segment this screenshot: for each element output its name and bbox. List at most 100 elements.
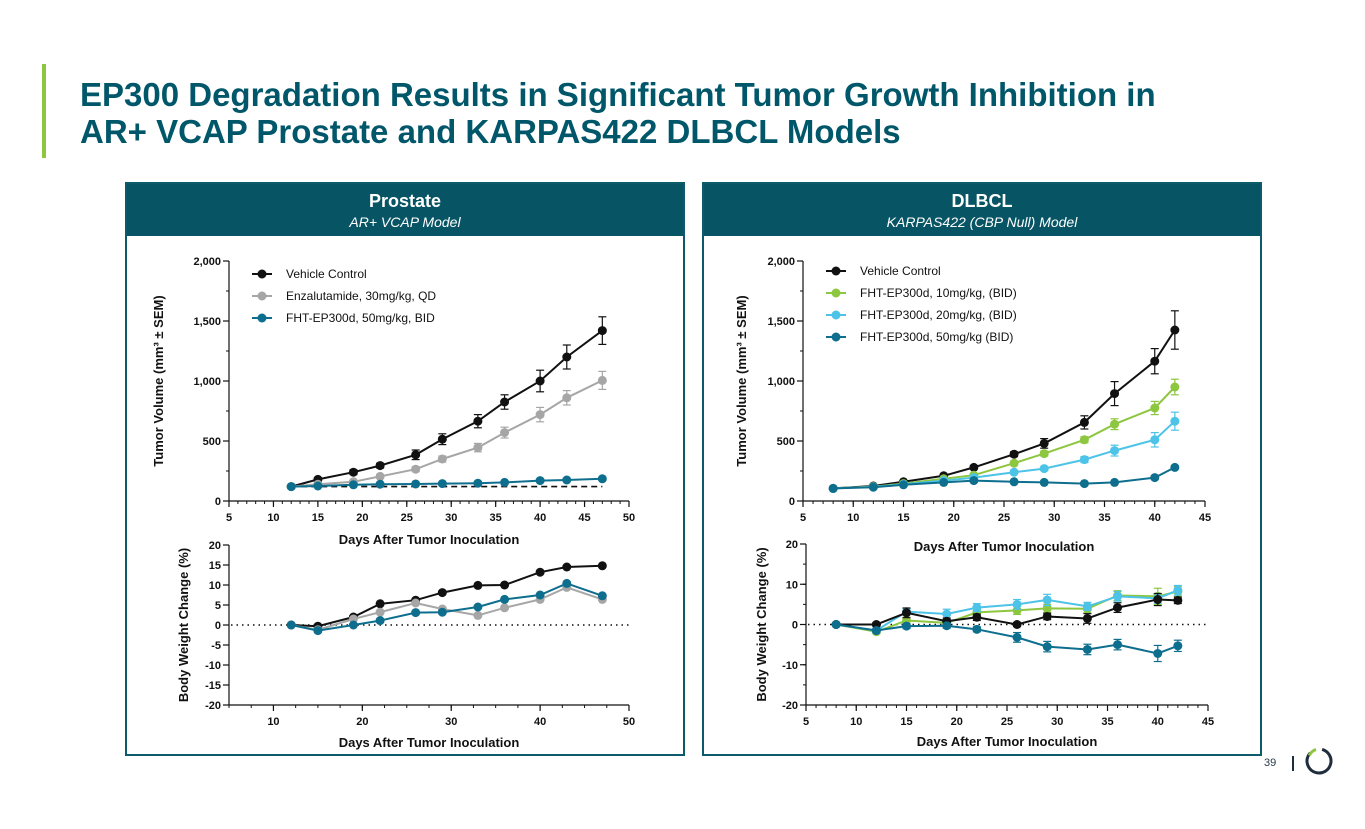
prostate-body-weight-chart: 10 20 30 40 50 -20 -15 -10 -5 0 5 10 15 20 Days After …: [176, 540, 635, 750]
data-point: [562, 562, 572, 572]
data-point: [969, 476, 979, 486]
data-point: [1110, 477, 1120, 487]
data-point: [562, 393, 572, 403]
data-point: [942, 609, 952, 619]
y-tick-label: 500: [777, 436, 795, 448]
data-point: [500, 594, 510, 604]
data-point: [1110, 419, 1120, 429]
data-point: [1082, 601, 1092, 611]
y-tick-label: 20: [786, 539, 798, 551]
y-tick-label: -20: [782, 700, 798, 712]
x-tick-label: 15: [312, 512, 324, 524]
prostate-panel: Prostate AR+ VCAP Model: [125, 182, 685, 756]
data-point: [1012, 620, 1022, 629]
y-tick-label: 2,000: [193, 256, 221, 268]
data-point: [1039, 477, 1049, 487]
data-point: [597, 591, 607, 601]
legend-label: FHT-EP300d, 20mg/kg, (BID): [860, 308, 1017, 322]
legend-label: Vehicle Control: [860, 264, 941, 278]
data-point: [375, 471, 385, 481]
x-axis-title: Days After Tumor Inoculation: [917, 734, 1098, 749]
slide-title-line1: EP300 Degradation Results in Significant…: [80, 76, 1156, 113]
data-point: [348, 467, 358, 477]
data-point: [1082, 644, 1092, 654]
data-point: [1170, 462, 1180, 472]
y-tick-label: 20: [209, 540, 221, 552]
x-tick-label: 10: [847, 512, 859, 524]
x-axis-title: Days After Tumor Inoculation: [339, 735, 520, 750]
data-point: [286, 482, 296, 492]
data-point: [942, 621, 952, 631]
y-tick-label: 1,000: [193, 376, 221, 388]
data-point: [1082, 613, 1092, 623]
data-point: [939, 477, 949, 487]
y-tick-label: -15: [205, 680, 221, 692]
data-point: [500, 428, 510, 438]
prostate-tumor-volume-chart: 5 10 15 20 25 30 35 40 45 5005001,0001,5002,000Da…: [151, 256, 635, 547]
data-point: [562, 475, 572, 485]
footer-separator: [1292, 756, 1294, 771]
data-point: [375, 479, 385, 489]
data-point: [535, 567, 545, 577]
x-tick-label: 20: [356, 512, 368, 524]
data-point: [411, 464, 421, 474]
panel-subheading: KARPAS422 (CBP Null) Model: [886, 214, 1078, 230]
series-line: [290, 329, 603, 488]
legend-marker: [831, 266, 841, 276]
data-point: [597, 326, 607, 336]
legend-marker: [831, 288, 841, 298]
x-tick-label: 30: [445, 512, 457, 524]
data-point: [286, 620, 296, 630]
data-point: [1012, 599, 1022, 609]
y-tick-label: 5: [215, 600, 221, 612]
data-point: [1009, 477, 1019, 487]
data-point: [375, 599, 385, 609]
y-tick-label: 2,000: [767, 256, 795, 268]
x-tick-label: 15: [900, 716, 912, 728]
data-point: [1153, 595, 1163, 605]
x-tick-label: 50: [623, 716, 635, 728]
data-point: [871, 626, 881, 636]
legend-marker: [831, 310, 841, 320]
y-tick-label: 10: [209, 580, 221, 592]
data-point: [535, 376, 545, 386]
x-tick-label: 25: [998, 512, 1010, 524]
legend-label: FHT-EP300d, 10mg/kg, (BID): [860, 286, 1017, 300]
data-point: [535, 590, 545, 600]
data-point: [375, 461, 385, 471]
series-line: [833, 329, 1176, 490]
data-point: [868, 482, 878, 492]
x-tick-label: 35: [490, 512, 502, 524]
series-line: [291, 379, 603, 488]
data-point: [1173, 585, 1183, 595]
data-point: [597, 375, 607, 385]
series-vehicle-control: [286, 561, 607, 631]
legend-label: Enzalutamide, 30mg/kg, QD: [286, 289, 436, 303]
data-point: [348, 480, 358, 490]
x-tick-label: 20: [948, 512, 960, 524]
x-tick-label: 30: [445, 716, 457, 728]
panel-heading: DLBCL: [951, 191, 1013, 211]
x-tick-label: 40: [534, 512, 546, 524]
series-line: [836, 623, 1179, 655]
x-tick-label: 30: [1051, 716, 1063, 728]
data-point: [1009, 458, 1019, 468]
y-axis-title: Body Weight Change (%): [754, 547, 769, 701]
data-point: [500, 580, 510, 590]
x-axis-title: Days After Tumor Inoculation: [914, 539, 1095, 554]
x-tick-label: 50: [623, 512, 635, 524]
data-point: [411, 450, 421, 460]
data-point: [972, 612, 982, 622]
data-point: [1150, 435, 1160, 445]
series-fht-ep300d-50mg-kg-bid-: [831, 620, 1183, 663]
data-point: [1173, 641, 1183, 651]
y-axis-title: Tumor Volume (mm³ ± SEM): [734, 295, 749, 466]
y-tick-label: 1,500: [193, 316, 221, 328]
x-tick-label: 30: [1048, 512, 1060, 524]
legend-item: Vehicle Control: [252, 267, 367, 281]
data-point: [411, 479, 421, 489]
y-tick-label: 0: [215, 496, 221, 508]
legend-item: Enzalutamide, 30mg/kg, QD: [252, 289, 436, 303]
data-point: [348, 620, 358, 630]
